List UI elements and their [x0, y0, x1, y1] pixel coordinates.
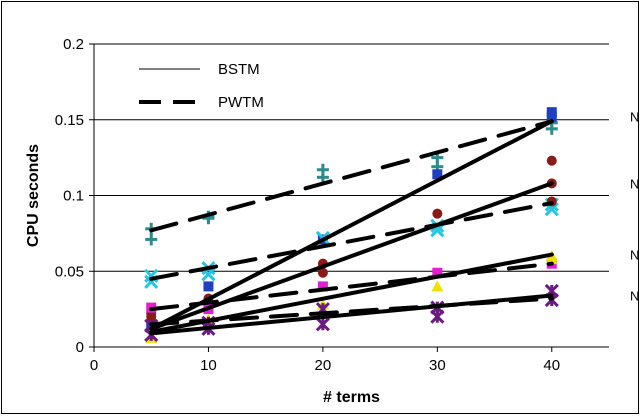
x-tick-label: 0	[90, 357, 98, 374]
y-tick-label: 0	[76, 339, 84, 356]
data-point-square	[203, 281, 214, 292]
fit-line-bstm	[149, 181, 554, 331]
fit-line-pwtm	[149, 296, 554, 327]
x-tick-label: 10	[200, 357, 217, 374]
fit-line-pwtm	[149, 261, 554, 312]
x-tick-label: 30	[429, 357, 446, 374]
fit-line-pwtm	[149, 201, 554, 281]
legend-label-pwtm: PWTM	[218, 94, 264, 111]
fit-line-pwtm	[149, 119, 554, 233]
line-annotation: N=50000	[630, 288, 640, 303]
data-point-square	[317, 281, 328, 292]
data-point-circle	[432, 208, 443, 219]
y-tick-label: 0.15	[55, 112, 84, 129]
data-point-plus	[545, 122, 558, 135]
data-point-plus	[145, 233, 158, 246]
x-axis-title: # terms	[323, 389, 380, 406]
data-point-square	[546, 111, 557, 122]
y-tick-label: 0.2	[63, 36, 84, 53]
data-point-circle	[546, 155, 557, 166]
line-annotation: N=300000	[630, 109, 640, 124]
y-tick-label: 0.05	[55, 263, 84, 280]
data-point-square	[432, 267, 443, 278]
data-point-asterisk	[430, 309, 445, 324]
line-annotation: N=100000	[630, 248, 640, 263]
data-point-asterisk	[315, 317, 330, 332]
data-point-circle	[317, 267, 328, 278]
line-annotation: N=200000	[630, 176, 640, 191]
data-point-square	[432, 169, 443, 180]
y-axis-title: CPU seconds	[25, 144, 42, 247]
data-point-plus	[316, 171, 329, 184]
data-point-triangle	[431, 280, 444, 292]
x-tick-label: 40	[543, 357, 560, 374]
data-point-triangle	[545, 253, 558, 265]
legend-label-bstm: BSTM	[218, 61, 260, 78]
y-tick-label: 0.1	[63, 188, 84, 205]
fit-line-bstm	[149, 119, 554, 331]
x-tick-label: 20	[315, 357, 332, 374]
